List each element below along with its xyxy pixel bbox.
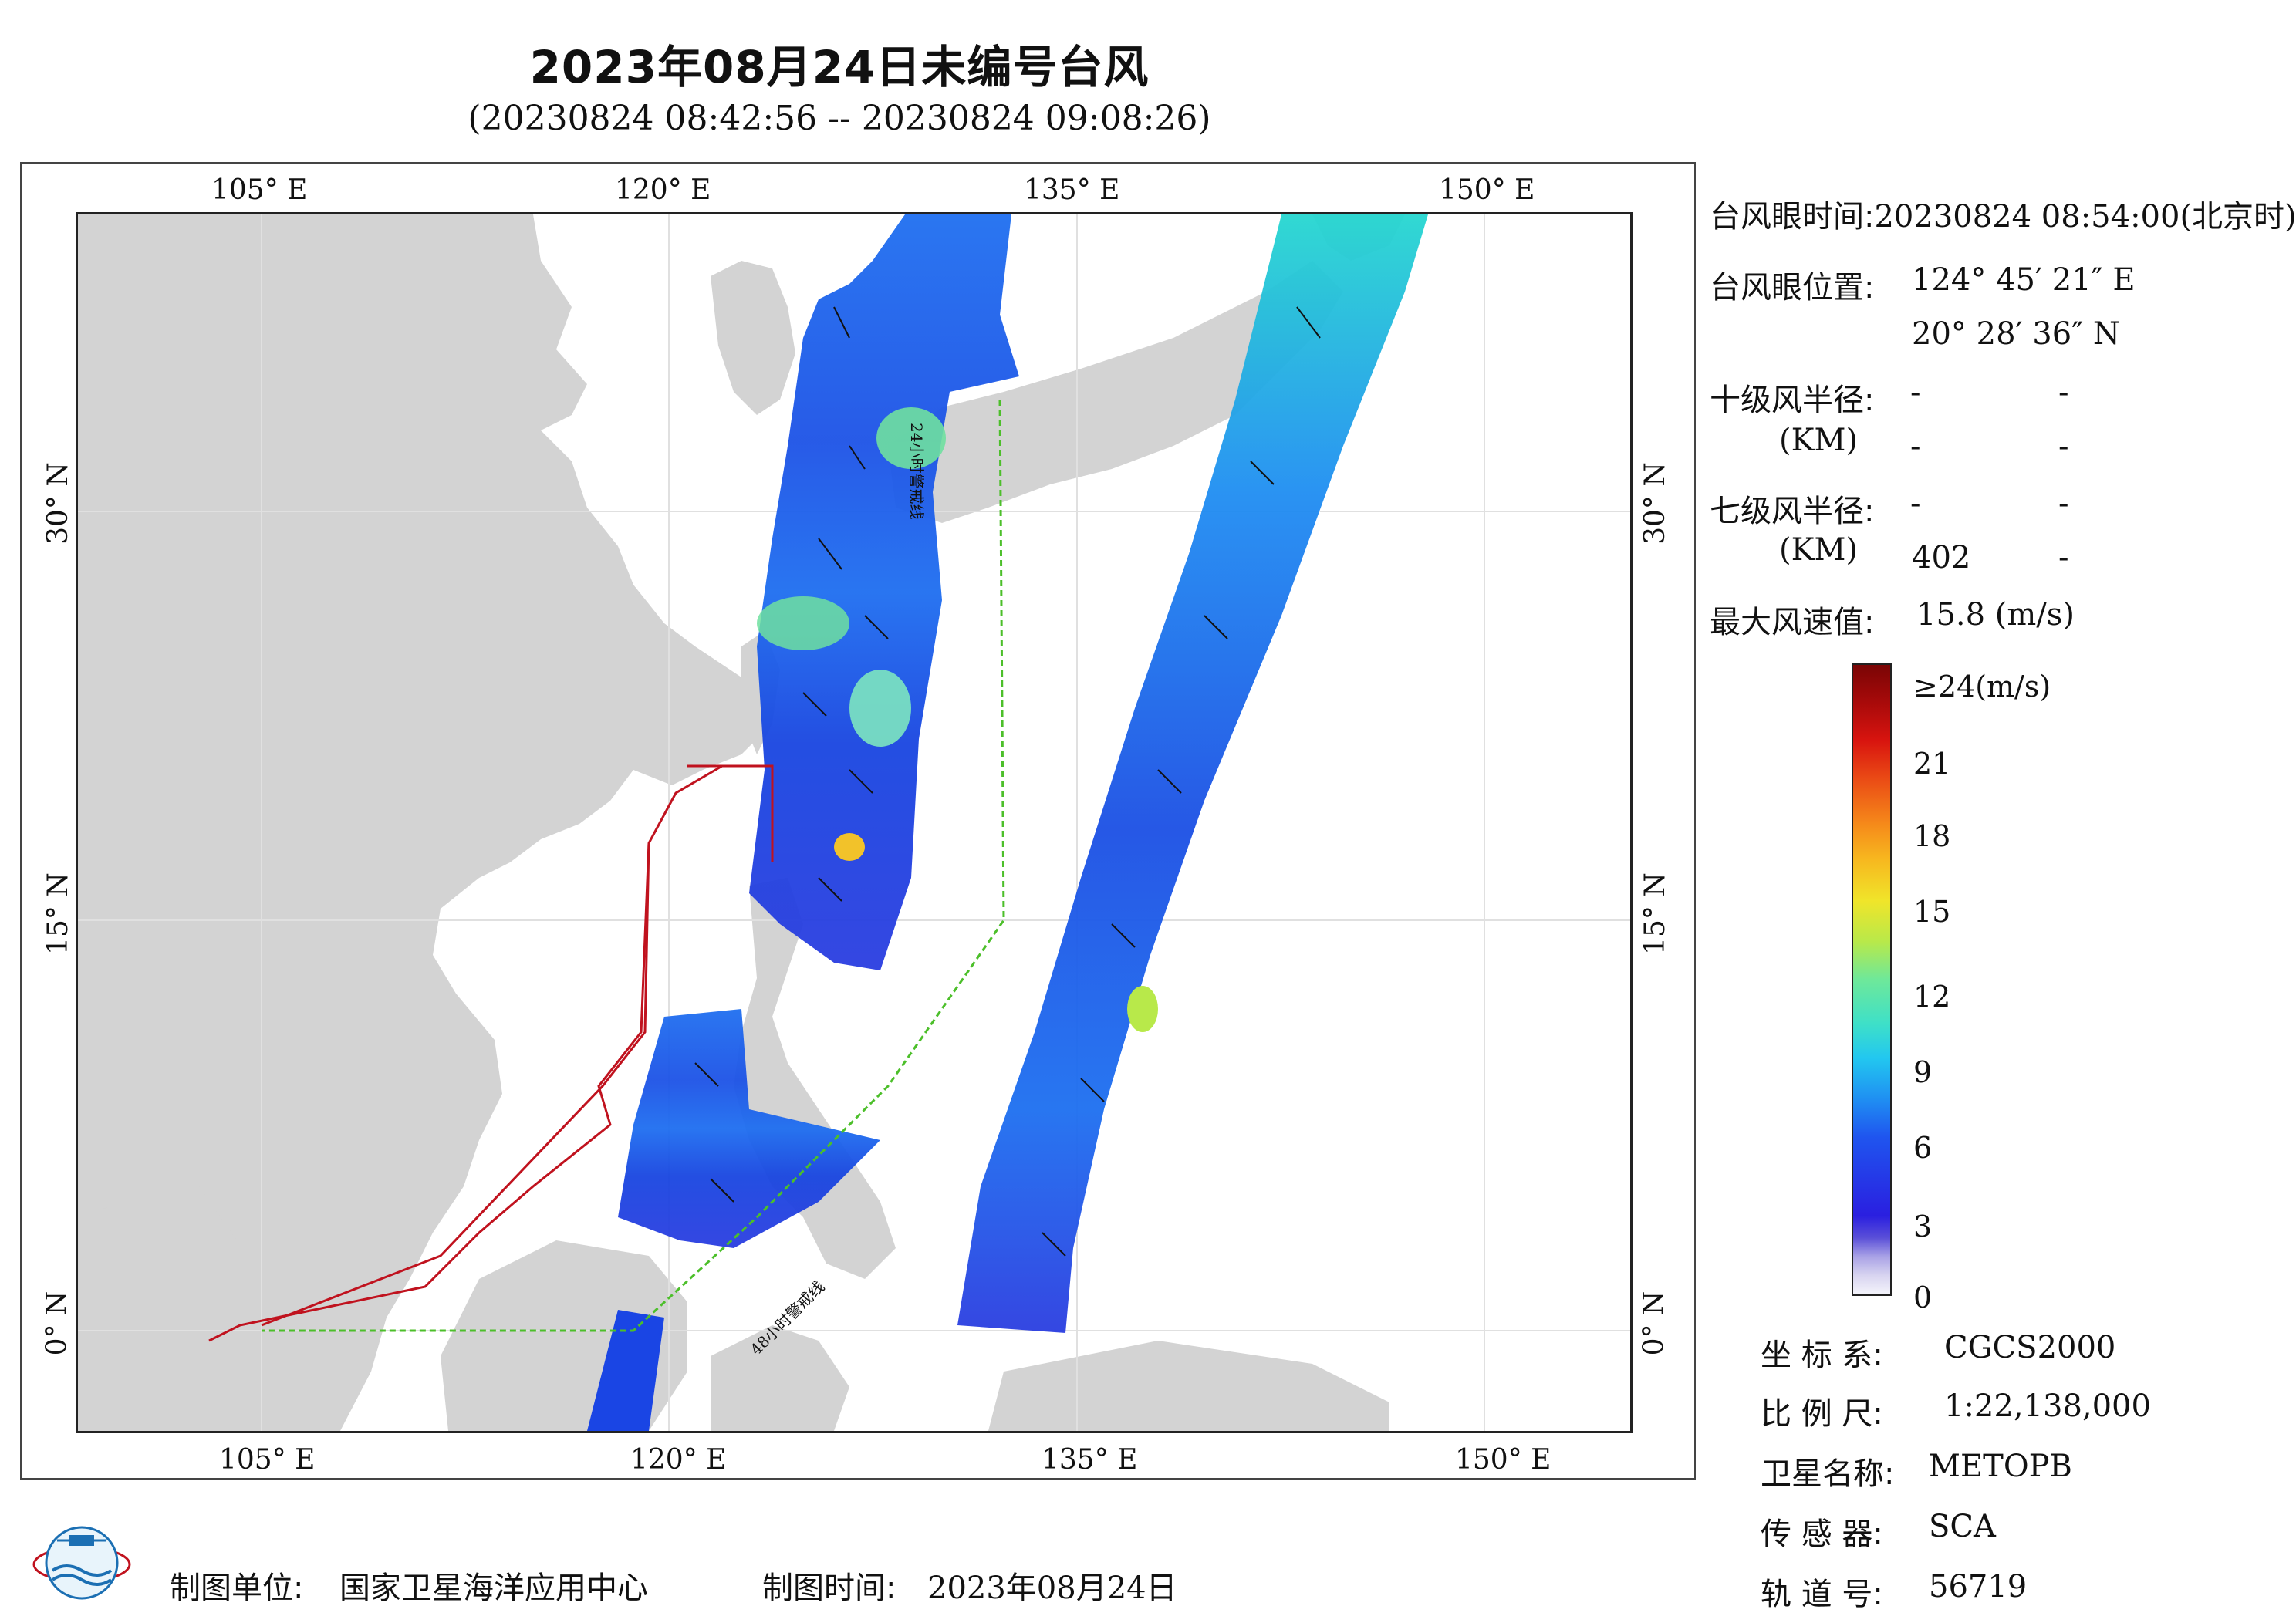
max-wind-label: 最大风速值: [1710, 605, 1875, 640]
eye-time-label: 台风眼时间: [1710, 199, 1875, 235]
lon-label-top: 150° E [1439, 174, 1535, 206]
lon-label-top: 120° E [615, 174, 711, 206]
lon-label-bottom: 120° E [630, 1444, 727, 1476]
lat-label-right: 30° N [1639, 462, 1671, 545]
sat-label: 卫星名称: [1761, 1456, 1895, 1492]
swath-west-tail [587, 1310, 664, 1431]
land [78, 214, 1405, 1431]
wind-swath-west [587, 214, 1019, 1431]
org-value: 国家卫星海洋应用中心 [339, 1571, 648, 1606]
eye-lon: 124° 45′ 21″ E [1912, 262, 2136, 298]
org-label: 制图单位: [170, 1571, 304, 1606]
r7-value: - [2058, 486, 2069, 521]
lat-label-left: 30° N [42, 462, 74, 545]
wind-map-svg: 24小时警戒线 48小时警戒线 [78, 214, 1630, 1431]
colorbar-label: 18 [1913, 819, 1951, 853]
lat-label-right: 15° N [1639, 872, 1671, 955]
scale-label: 比 例 尺: [1761, 1396, 1883, 1432]
sensor-label: 传 感 器: [1761, 1517, 1883, 1552]
wind-swath-east [957, 214, 1428, 1333]
map-frame [20, 162, 1696, 1480]
green-warning-line [262, 399, 1005, 1332]
r10-value: - [2058, 429, 2069, 464]
lon-label-bottom: 135° E [1042, 1444, 1138, 1476]
r10-value: - [2058, 375, 2069, 410]
date-value: 2023年08月24日 [927, 1571, 1177, 1606]
scale-value: 1:22,138,000 [1944, 1388, 2151, 1424]
lat-label-left: 0° N [41, 1291, 73, 1356]
r10-unit: (KM) [1779, 423, 1859, 458]
swath-west-south [618, 1009, 880, 1248]
lat-label-left: 15° N [42, 872, 74, 955]
eye-time-row: 台风眼时间:20230824 08:54:00(北京时) [1710, 191, 2296, 236]
swath-highwind-patch [757, 596, 849, 650]
colorbar-label: 21 [1913, 747, 1951, 781]
lon-label-top: 105° E [211, 174, 308, 206]
date-label: 制图时间: [762, 1571, 896, 1606]
orbit-label: 轨 道 号: [1761, 1577, 1883, 1612]
colorbar-label: ≥24(m/s) [1913, 670, 2051, 704]
lon-label-bottom: 105° E [219, 1444, 316, 1476]
typhoon-eye-wind [834, 833, 865, 861]
colorbar-label: 15 [1913, 895, 1951, 929]
colorbar-label: 12 [1913, 980, 1951, 1014]
lon-label-bottom: 150° E [1455, 1444, 1551, 1476]
lat-label-right: 0° N [1638, 1291, 1670, 1356]
r7-unit: (KM) [1779, 532, 1859, 568]
lon-label-top: 135° E [1024, 174, 1120, 206]
r10-value: - [1910, 429, 1921, 464]
crs-label: 坐 标 系: [1761, 1338, 1883, 1373]
wind-map[interactable]: 24小时警戒线 48小时警戒线 [76, 212, 1633, 1433]
r7-value: 402 [1912, 540, 1971, 575]
map-subtitle: (20230824 08:42:56 -- 20230824 09:08:26) [468, 99, 1211, 138]
r7-label: 七级风半径: [1710, 494, 1875, 529]
eye-time-value: 20230824 08:54:00(北京时) [1874, 199, 2296, 235]
r7-value: - [2058, 540, 2069, 575]
wind-speed-colorbar [1852, 663, 1892, 1296]
colorbar-label: 0 [1913, 1281, 1933, 1314]
eye-lat: 20° 28′ 36″ N [1912, 316, 2120, 352]
nsoas-logo [29, 1517, 134, 1609]
warning-line-24h-label: 24小时警戒线 [907, 423, 926, 519]
eye-pos-label: 台风眼位置: [1710, 270, 1875, 305]
sat-value: METOPB [1929, 1449, 2072, 1484]
crs-value: CGCS2000 [1944, 1330, 2116, 1365]
max-wind-value: 15.8 (m/s) [1916, 597, 2075, 633]
map-title: 2023年08月24日未编号台风 [529, 41, 1150, 93]
wind-barbs [694, 306, 1321, 1257]
r7-value: - [1910, 486, 1921, 521]
colorbar-label: 3 [1913, 1210, 1933, 1243]
red-track [208, 764, 774, 1342]
colorbar-label: 9 [1913, 1055, 1933, 1089]
swath-west-north [749, 214, 1019, 970]
r10-label: 十级风半径: [1710, 383, 1875, 418]
r10-value: - [1910, 375, 1921, 410]
sensor-value: SCA [1929, 1509, 1996, 1544]
colorbar-label: 6 [1913, 1131, 1933, 1165]
orbit-value: 56719 [1929, 1569, 2028, 1604]
swath-east-main [957, 214, 1428, 1333]
